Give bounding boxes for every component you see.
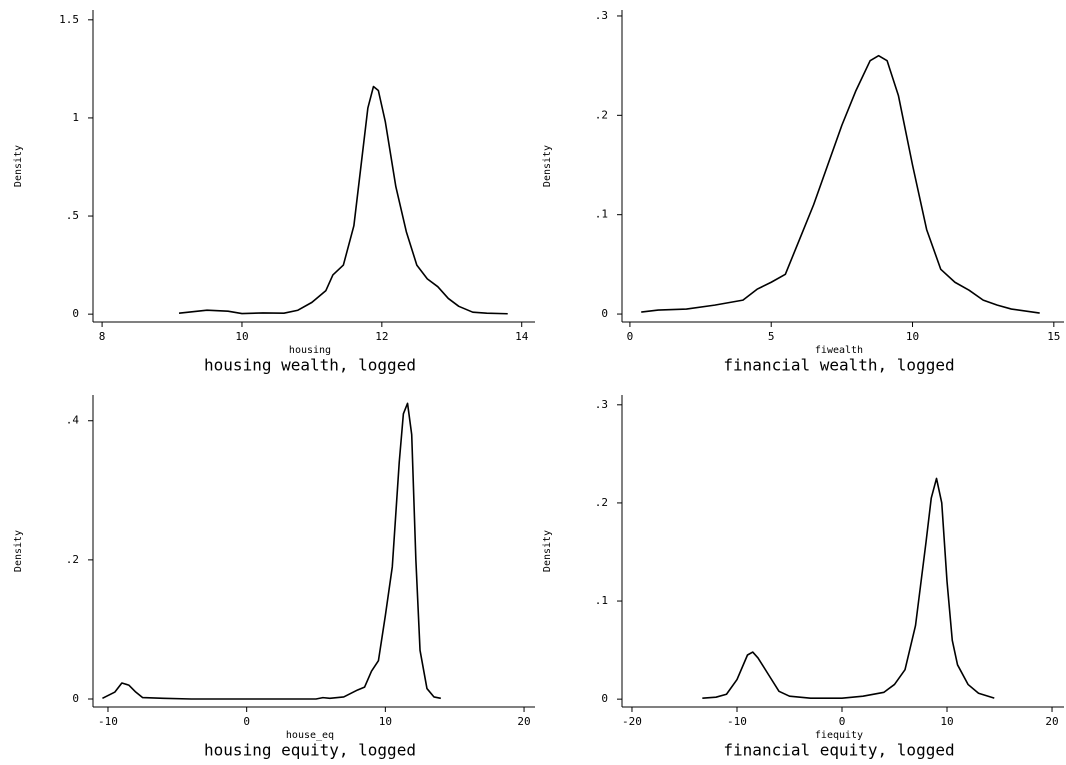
x-tick-label: 0 xyxy=(839,715,846,728)
y-tick-label: .3 xyxy=(595,9,608,22)
x-tick-label: 0 xyxy=(243,715,250,728)
x-tick-label: 10 xyxy=(235,330,248,343)
chart-title: housing wealth, logged xyxy=(204,356,416,375)
y-tick-label: .2 xyxy=(595,108,608,121)
x-axis-label: house_eq xyxy=(286,730,334,741)
x-axis-label: fiwealth xyxy=(815,345,863,356)
x-tick-label: 12 xyxy=(375,330,388,343)
x-tick-label: 0 xyxy=(627,330,634,343)
x-tick-label: -10 xyxy=(98,715,118,728)
y-tick-label: .1 xyxy=(595,208,608,221)
y-tick-label: .1 xyxy=(595,594,608,607)
x-tick-label: -10 xyxy=(727,715,747,728)
x-tick-label: 10 xyxy=(940,715,953,728)
y-tick-label: 0 xyxy=(72,692,79,705)
x-tick-label: 15 xyxy=(1047,330,1060,343)
density-line xyxy=(178,85,508,315)
y-tick-label: 1.5 xyxy=(59,13,79,26)
y-tick-label: .5 xyxy=(66,209,79,222)
density-line xyxy=(102,402,441,700)
y-axis-label: Density xyxy=(13,530,24,572)
x-tick-label: 5 xyxy=(768,330,775,343)
y-axis-label: Density xyxy=(542,145,553,187)
y-tick-label: .4 xyxy=(66,414,80,427)
density-line xyxy=(641,54,1040,314)
x-tick-label: 8 xyxy=(99,330,106,343)
chart-title: financial wealth, logged xyxy=(723,356,954,375)
x-tick-label: 20 xyxy=(1045,715,1058,728)
y-tick-label: 0 xyxy=(72,307,79,320)
x-axis-label: housing xyxy=(289,345,331,356)
y-tick-label: 0 xyxy=(601,307,608,320)
density-line xyxy=(702,477,995,699)
y-tick-label: .2 xyxy=(595,496,608,509)
x-axis-label: fiequity xyxy=(815,730,863,741)
x-tick-label: 10 xyxy=(906,330,919,343)
y-tick-label: 0 xyxy=(601,692,608,705)
chart-title: financial equity, logged xyxy=(723,741,954,760)
x-tick-label: 10 xyxy=(379,715,392,728)
y-tick-label: .3 xyxy=(595,398,608,411)
y-axis-label: Density xyxy=(542,530,553,572)
chart-title: housing equity, logged xyxy=(204,741,416,760)
x-tick-label: -20 xyxy=(622,715,642,728)
y-axis-label: Density xyxy=(13,145,24,187)
y-tick-label: .2 xyxy=(66,553,79,566)
y-tick-label: 1 xyxy=(72,111,79,124)
x-tick-label: 20 xyxy=(517,715,530,728)
x-tick-label: 14 xyxy=(515,330,529,343)
